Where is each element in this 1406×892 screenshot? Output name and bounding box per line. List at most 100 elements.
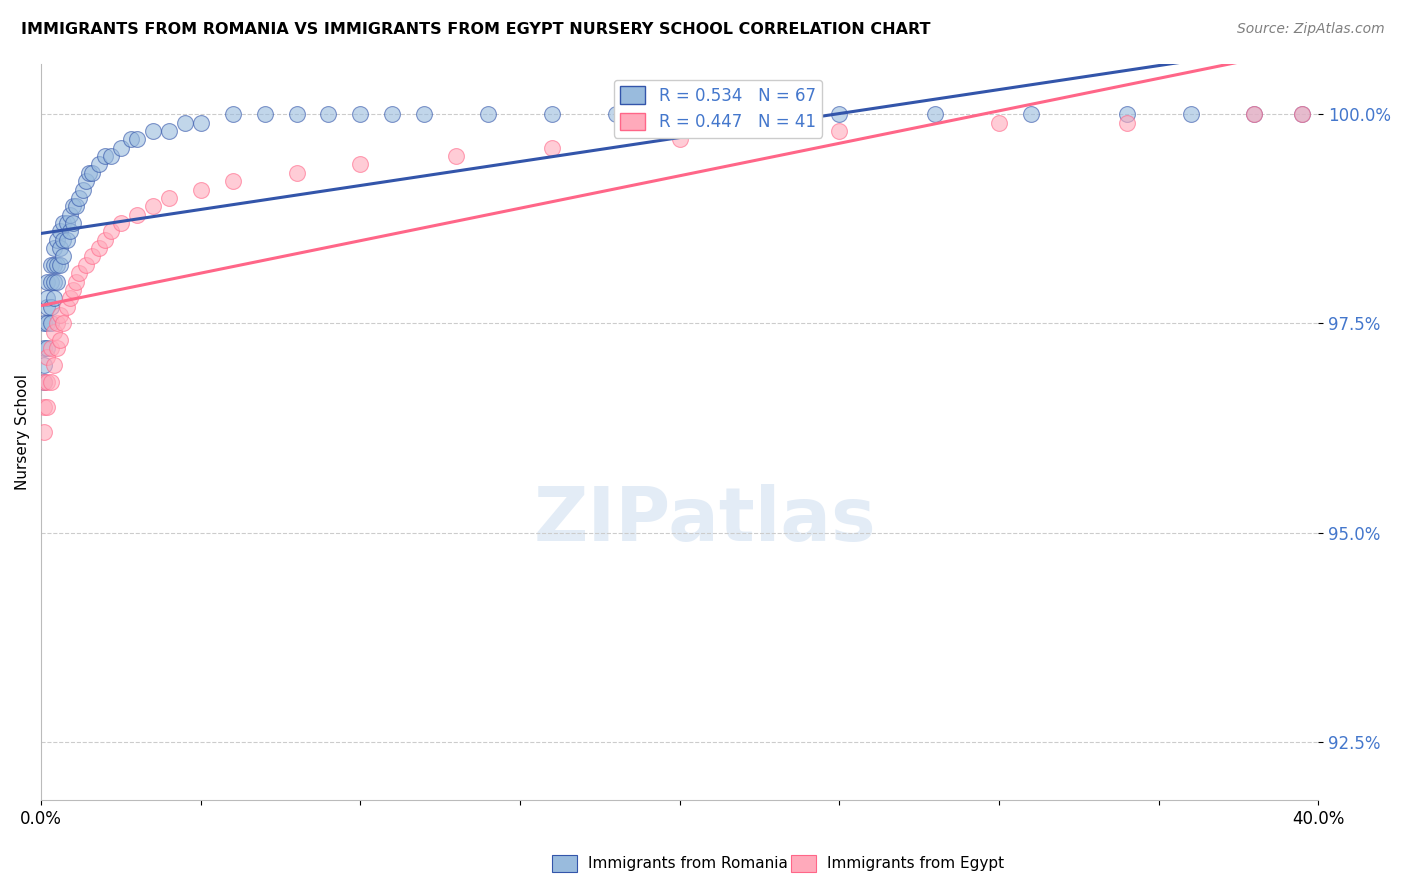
Point: [924, 107, 946, 121]
Point: [1291, 107, 1313, 121]
Point: [668, 132, 690, 146]
Legend: R = 0.534   N = 67, R = 0.447   N = 41: R = 0.534 N = 67, R = 0.447 N = 41: [613, 79, 823, 137]
Point: [39, 300, 62, 314]
Point: [477, 107, 499, 121]
Point: [413, 107, 436, 121]
Point: [221, 174, 243, 188]
Point: [52, 216, 75, 230]
Text: IMMIGRANTS FROM ROMANIA VS IMMIGRANTS FROM EGYPT NURSERY SCHOOL CORRELATION CHAR: IMMIGRANTS FROM ROMANIA VS IMMIGRANTS FR…: [21, 22, 931, 37]
Point: [221, 107, 243, 121]
Point: [67, 191, 90, 205]
Point: [42, 241, 65, 255]
Point: [285, 166, 308, 180]
Point: [444, 149, 467, 163]
Point: [1115, 115, 1137, 129]
Point: [125, 208, 148, 222]
Point: [46, 233, 69, 247]
Point: [87, 241, 110, 255]
Point: [49, 308, 72, 322]
Point: [349, 157, 371, 171]
Point: [55, 300, 77, 314]
Point: [125, 132, 148, 146]
Point: [42, 275, 65, 289]
Text: Immigrants from Romania: Immigrants from Romania: [588, 856, 789, 871]
Point: [34, 358, 56, 372]
Point: [34, 342, 56, 356]
Point: [49, 333, 72, 347]
Point: [39, 275, 62, 289]
Point: [605, 107, 627, 121]
Point: [75, 174, 97, 188]
Point: [52, 250, 75, 264]
Point: [39, 375, 62, 389]
Text: ZIPatlas: ZIPatlas: [534, 484, 876, 557]
Point: [100, 149, 122, 163]
Point: [34, 425, 56, 439]
Point: [39, 342, 62, 356]
Point: [1019, 107, 1042, 121]
Point: [828, 124, 851, 138]
Point: [253, 107, 276, 121]
Point: [82, 166, 104, 180]
Point: [541, 107, 564, 121]
Point: [110, 216, 132, 230]
Point: [541, 141, 564, 155]
Point: [190, 115, 212, 129]
Point: [87, 157, 110, 171]
Point: [190, 182, 212, 196]
Point: [46, 275, 69, 289]
Point: [1243, 107, 1265, 121]
Point: [59, 224, 82, 238]
Point: [349, 107, 371, 121]
Point: [988, 115, 1011, 129]
Point: [46, 258, 69, 272]
Point: [65, 199, 87, 213]
Point: [37, 342, 59, 356]
Point: [120, 132, 142, 146]
Point: [62, 283, 84, 297]
Point: [59, 208, 82, 222]
Point: [37, 291, 59, 305]
Point: [34, 375, 56, 389]
Point: [42, 358, 65, 372]
Point: [1115, 107, 1137, 121]
Point: [34, 375, 56, 389]
Point: [668, 107, 690, 121]
Point: [94, 233, 117, 247]
Point: [49, 241, 72, 255]
Point: [39, 258, 62, 272]
Point: [142, 124, 165, 138]
Point: [110, 141, 132, 155]
Point: [37, 400, 59, 414]
Point: [42, 291, 65, 305]
Point: [828, 107, 851, 121]
Point: [65, 275, 87, 289]
Text: Source: ZipAtlas.com: Source: ZipAtlas.com: [1237, 22, 1385, 37]
Point: [72, 182, 94, 196]
Point: [100, 224, 122, 238]
Point: [37, 317, 59, 331]
Point: [733, 107, 755, 121]
Point: [1291, 107, 1313, 121]
Point: [37, 300, 59, 314]
Point: [49, 258, 72, 272]
Point: [52, 317, 75, 331]
Point: [157, 124, 180, 138]
Text: Immigrants from Egypt: Immigrants from Egypt: [827, 856, 1004, 871]
Point: [75, 258, 97, 272]
Point: [77, 166, 100, 180]
Point: [55, 233, 77, 247]
Point: [59, 291, 82, 305]
Point: [94, 149, 117, 163]
Point: [39, 317, 62, 331]
Point: [46, 342, 69, 356]
Point: [285, 107, 308, 121]
Point: [173, 115, 195, 129]
Point: [34, 317, 56, 331]
Y-axis label: Nursery School: Nursery School: [15, 374, 30, 490]
Point: [52, 233, 75, 247]
Point: [381, 107, 404, 121]
Point: [37, 275, 59, 289]
Point: [37, 375, 59, 389]
Point: [55, 216, 77, 230]
